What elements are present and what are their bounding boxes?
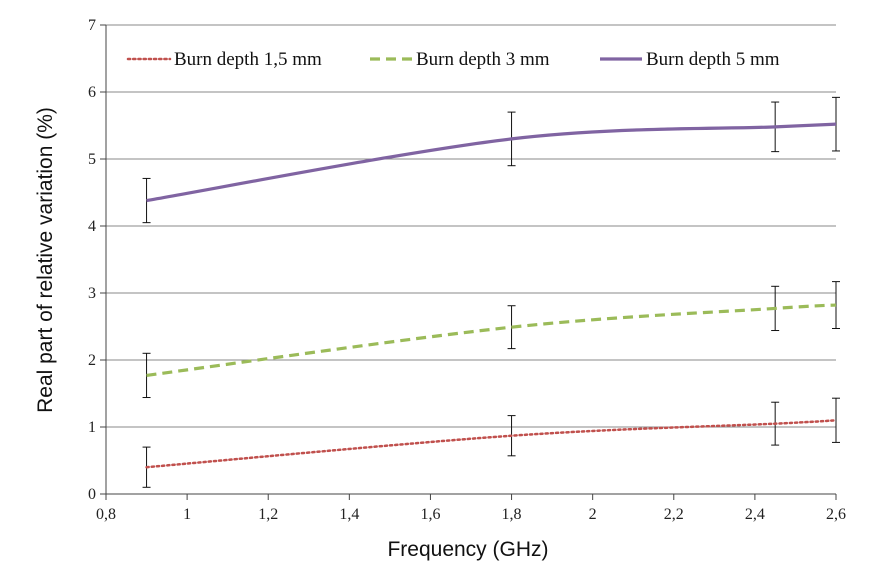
y-tick-labels: 0 1 2 3 4 5 6 7 (88, 17, 96, 503)
series-lines (145, 122, 838, 469)
x-tick-label-5: 1,8 (502, 506, 522, 523)
legend-label-1: Burn depth 1,5 mm (174, 49, 322, 70)
y-tick-label-0: 0 (88, 486, 96, 503)
x-tick-label-2: 1,2 (258, 506, 278, 523)
x-tick-labels: 0,8 1 1,2 1,4 1,6 1,8 2 2,2 2,4 2,6 (96, 506, 846, 523)
legend-label-3: Burn depth 5 mm (646, 49, 780, 70)
x-tick-label-8: 2,4 (745, 506, 765, 523)
series-3-line (146, 122, 837, 203)
x-tick-label-7: 2,2 (664, 506, 684, 523)
y-tick-label-6: 6 (88, 84, 96, 101)
y-tick-label-4: 4 (88, 218, 96, 235)
y-tick-label-7: 7 (88, 17, 96, 34)
x-tick-label-9: 2,6 (826, 506, 846, 523)
x-tick-label-6: 2 (589, 506, 597, 523)
y-tick-label-1: 1 (88, 419, 96, 436)
x-tick-label-3: 1,4 (339, 506, 359, 523)
x-tick-label-4: 1,6 (420, 506, 440, 523)
y-axis-title: Real part of relative variation (%) (34, 107, 57, 413)
x-axis-title: Frequency (GHz) (387, 538, 548, 561)
y-tick-label-5: 5 (88, 151, 96, 168)
legend: Burn depth 1,5 mm Burn depth 3 mm Burn dep… (126, 49, 780, 70)
x-tick-label-1: 1 (183, 506, 191, 523)
error-bars (142, 96, 840, 488)
axes (100, 24, 837, 500)
y-tick-label-3: 3 (88, 285, 96, 302)
gridlines (106, 24, 836, 428)
series-2-line (146, 303, 837, 377)
series-1-line (145, 419, 838, 469)
y-tick-label-2: 2 (88, 352, 96, 369)
legend-label-2: Burn depth 3 mm (416, 49, 550, 70)
x-tick-label-0: 0,8 (96, 506, 116, 523)
